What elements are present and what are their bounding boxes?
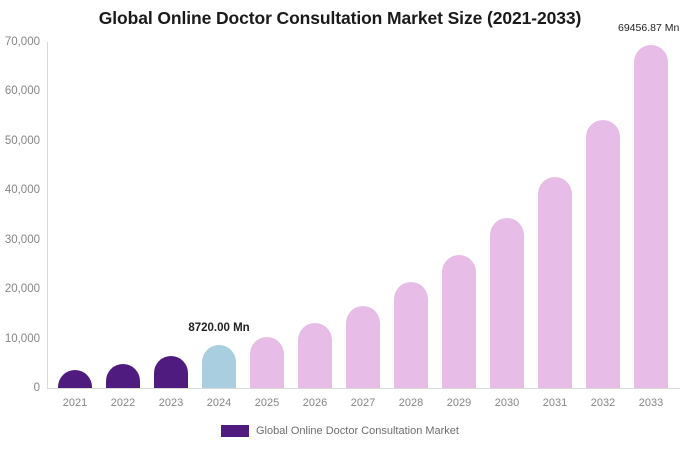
top-value-annotation: 69456.87 Mn [618,22,680,34]
legend-item[interactable]: Global Online Doctor Consultation Market [221,425,459,437]
y-axis-tick-label: 40,000 [4,184,40,197]
page-title: Global Online Doctor Consultation Market… [98,8,582,28]
chart-legend: Global Online Doctor Consultation Market [0,425,680,437]
bar-2031[interactable] [538,176,572,388]
x-axis-tick-label: 2023 [158,397,184,409]
x-axis-line [47,388,680,389]
bar-2028[interactable] [394,282,428,388]
y-axis-line [47,42,48,389]
y-axis-tick-label: 30,000 [4,233,40,246]
x-axis-tick-label: 2026 [302,397,328,409]
x-axis-tick-label: 2027 [350,397,376,409]
bar-2024[interactable] [202,344,236,388]
y-axis-tick-label: 0 [33,382,40,394]
x-axis-tick-label: 2030 [494,397,520,409]
bar-2029[interactable] [442,255,476,388]
legend-swatch-icon [221,425,249,437]
x-axis-tick-label: 2025 [254,397,280,409]
bar-2025[interactable] [250,336,284,388]
plot-area: 0 10,000 20,000 30,000 40,000 50,000 60,000 70,… [5,36,680,394]
x-axis-tick-label: 2032 [590,397,616,409]
x-axis-tick-label: 2029 [446,397,472,409]
x-axis-tick-label: 2028 [398,397,424,409]
y-axis-tick-label: 50,000 [4,134,40,147]
bar-2022[interactable] [106,363,140,388]
bar-2026[interactable] [298,322,332,388]
bar-2033[interactable] [634,44,668,388]
x-axis-tick-label: 2022 [110,397,136,409]
bar-2027[interactable] [346,305,380,388]
bar-2021[interactable] [58,370,92,388]
x-axis-tick-label: 2021 [62,397,88,409]
bar-2032[interactable] [586,120,620,388]
y-axis-tick-label: 10,000 [4,332,40,345]
y-axis-tick-label: 20,000 [4,283,40,296]
y-axis-tick-label: 70,000 [4,36,40,48]
x-axis-tick-label: 2024 [206,397,232,409]
bar-2030[interactable] [490,218,524,388]
x-axis-tick-label: 2031 [542,397,568,409]
y-axis-tick-label: 60,000 [4,85,40,98]
bar-value-label-2024: 8720.00 Mn [188,321,250,334]
legend-item-label: Global Online Doctor Consultation Market [256,425,459,437]
bar-2023[interactable] [154,356,188,388]
x-axis-tick-label: 2033 [638,397,664,409]
